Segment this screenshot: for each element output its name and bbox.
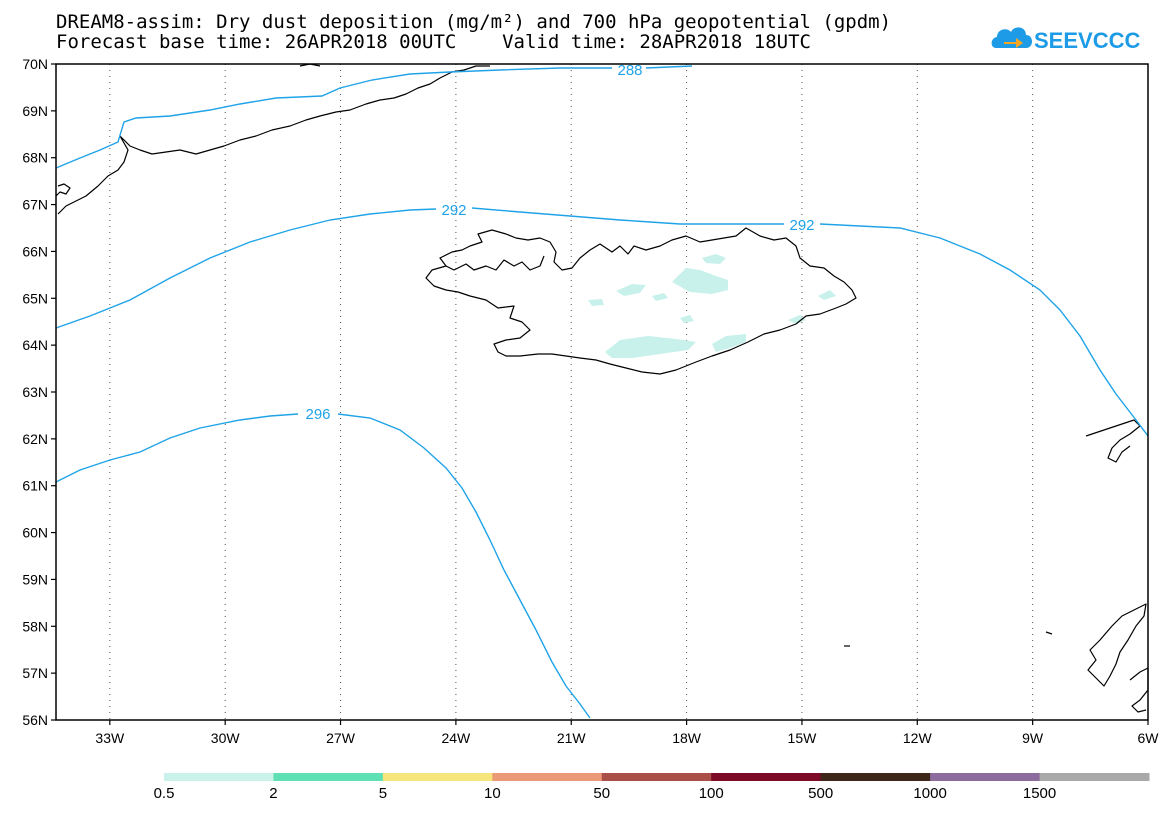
scotland-coastline [1087, 603, 1147, 687]
colorbar-segment [492, 773, 603, 781]
dust-patch [652, 293, 668, 301]
lat-label: 63N [22, 384, 48, 400]
lon-label: 33W [95, 730, 125, 746]
contour-288 [55, 65, 693, 169]
colorbar-label: 500 [808, 785, 833, 802]
lat-label: 69N [22, 103, 48, 119]
lat-label: 66N [22, 243, 48, 259]
colorbar-label: 0.5 [154, 785, 175, 802]
dust-patch [588, 299, 604, 306]
st-kilda [1045, 631, 1053, 635]
lon-label: 27W [326, 730, 356, 746]
lat-label: 60N [22, 525, 48, 541]
dust-patch [818, 290, 836, 300]
lon-label: 6W [1138, 730, 1160, 746]
dust-deposition-areas [588, 254, 836, 358]
lat-label: 64N [22, 337, 48, 353]
dust-patch [712, 334, 746, 352]
lat-label: 58N [22, 618, 48, 634]
seevccc-logo: SEEVCCC [991, 27, 1140, 53]
contour-label-292-west: 292 [441, 202, 466, 219]
greenland-coast-2 [55, 183, 71, 197]
colorbar-segment [820, 773, 931, 781]
colorbar-label: 1500 [1023, 785, 1056, 802]
dust-patch [702, 254, 726, 264]
lat-label: 67N [22, 197, 48, 213]
iceland-coastline [425, 227, 857, 375]
colorbar-segment [164, 773, 274, 781]
colorbar-segment [273, 773, 384, 781]
map-frame [55, 63, 1149, 721]
faroe-coastline [1085, 419, 1141, 463]
dust-patch [616, 284, 646, 296]
lon-label: 12W [903, 730, 933, 746]
hebrides-coastline [1129, 667, 1149, 713]
dust-patch [672, 268, 728, 294]
contour-296 [55, 413, 591, 719]
lon-label: 15W [788, 730, 818, 746]
lon-label: 30W [211, 730, 241, 746]
contour-label-288: 288 [617, 62, 642, 79]
latitude-axis: 70N 69N 68N 67N 66N 65N 64N 63N 62N 61N 60N 59N 58N 5… [22, 56, 56, 728]
lat-label: 70N [22, 56, 48, 72]
contour-labels: 288 292 292 296 [305, 62, 814, 423]
lon-label: 21W [557, 730, 587, 746]
colorbar-segment [930, 773, 1041, 781]
colorbar-label: 5 [379, 785, 387, 802]
colorbar-label: 1000 [913, 785, 946, 802]
geopotential-contours [55, 65, 1149, 719]
iceland-west-fjords [445, 255, 545, 271]
map-subtitle-times: Forecast base time: 26APR2018 00UTC Vali… [56, 31, 811, 53]
lat-label: 62N [22, 431, 48, 447]
dust-patch [788, 315, 806, 324]
colorbar-label: 10 [484, 785, 501, 802]
lon-label: 9W [1022, 730, 1044, 746]
colorbar-label: 50 [593, 785, 610, 802]
colorbar: 0.5 2 5 10 50 100 500 1000 1500 [154, 773, 1150, 802]
dust-patch [605, 336, 696, 358]
coastlines [55, 63, 1149, 713]
graticule-grid [109, 64, 1034, 720]
contour-label-292-east: 292 [789, 217, 814, 234]
cloud-arrow-icon [991, 27, 1032, 48]
contour-292-west [55, 207, 784, 329]
dust-patch [680, 315, 694, 323]
map-title: DREAM8-assim: Dry dust deposition (mg/m²… [56, 11, 892, 33]
lon-label: 24W [441, 730, 471, 746]
lat-label: 61N [22, 478, 48, 494]
lat-label: 68N [22, 150, 48, 166]
lat-label: 56N [22, 712, 48, 728]
colorbar-segment [1039, 773, 1150, 781]
colorbar-label: 100 [699, 785, 724, 802]
lat-label: 57N [22, 665, 48, 681]
logo-text: SEEVCCC [1034, 28, 1140, 53]
greenland-east-coastline [57, 65, 490, 215]
colorbar-segment [382, 773, 493, 781]
longitude-axis: 33W 30W 27W 24W 21W 18W 15W 12W 9W 6W [95, 720, 1159, 746]
colorbar-segment [601, 773, 712, 781]
colorbar-label: 2 [269, 785, 277, 802]
lon-label: 18W [672, 730, 702, 746]
colorbar-segment [711, 773, 822, 781]
contour-label-296: 296 [305, 406, 330, 423]
lat-label: 65N [22, 290, 48, 306]
contour-292-east [819, 223, 1149, 437]
lat-label: 59N [22, 571, 48, 587]
